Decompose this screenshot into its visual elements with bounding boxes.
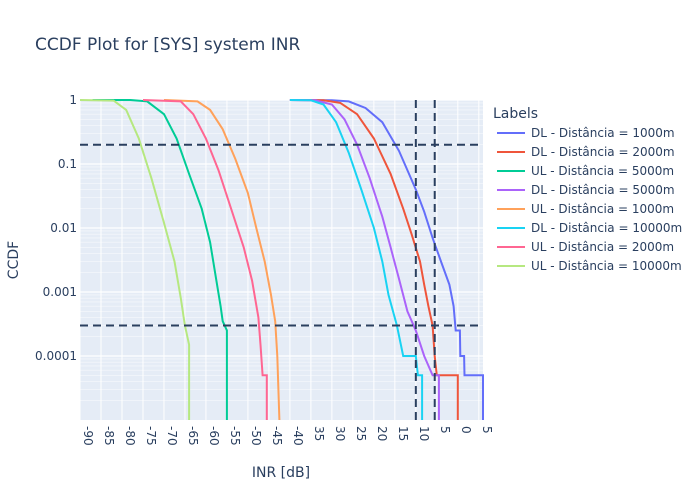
y-tick-label: 0.0001 <box>35 349 77 363</box>
x-tick-label: -55 <box>228 426 242 446</box>
x-tick-label: 0 <box>459 426 473 434</box>
x-tick-label: 25 <box>354 426 368 441</box>
legend-item-label[interactable]: DL - Distância = 1000m <box>531 126 675 140</box>
x-tick-label: -50 <box>249 426 263 446</box>
legend-item-label[interactable]: DL - Distância = 5000m <box>531 183 675 197</box>
series-line-6 <box>289 99 424 420</box>
x-tick-label: -75 <box>144 426 158 446</box>
legend-item-label[interactable]: DL - Distância = 10000m <box>531 221 682 235</box>
reference-lines <box>80 100 483 420</box>
series-line-1 <box>289 99 484 420</box>
y-axis-title: CCDF <box>6 241 22 279</box>
series-line-8 <box>79 99 191 420</box>
x-tick-label: -80 <box>123 426 137 446</box>
x-tick-label: -45 <box>270 426 284 446</box>
x-tick-label: 10 <box>417 426 431 441</box>
x-tick-label: 5 <box>438 426 452 434</box>
x-tick-label: -60 <box>207 426 221 446</box>
x-tick-label: -70 <box>165 426 179 446</box>
series-lines <box>79 99 484 421</box>
legend-title: Labels <box>493 106 538 122</box>
y-tick-label: 1 <box>69 93 77 107</box>
series-line-3 <box>92 99 228 420</box>
y-tick-label: 0.001 <box>43 285 77 299</box>
y-axis-ticks: 1 0.1 0.01 0.001 0.0001 <box>35 93 77 363</box>
legend-item-label[interactable]: UL - Distância = 10000m <box>531 259 682 273</box>
legend-item-label[interactable]: UL - Distância = 2000m <box>531 240 674 254</box>
legend-item-label[interactable]: UL - Distância = 5000m <box>531 164 674 178</box>
plot-background <box>80 100 483 420</box>
legend-item-label[interactable]: UL - Distância = 1000m <box>531 202 674 216</box>
x-axis-ticks: -90 -85 -80 -75 -70 -65 -60 -55 -50 -45 -40 35 30 25 2… <box>81 426 494 446</box>
x-tick-label: 5 <box>480 426 494 434</box>
x-tick-label: -90 <box>81 426 95 446</box>
y-tick-label: 0.01 <box>50 221 77 235</box>
series-line-5 <box>163 99 281 421</box>
y-tick-label: 0.1 <box>58 157 77 171</box>
x-tick-label: 30 <box>333 426 347 441</box>
legend[interactable]: DL - Distância = 1000m DL - Distância = 2… <box>497 126 682 273</box>
x-tick-label: -85 <box>102 426 116 446</box>
x-axis-title: INR [dB] <box>252 465 310 481</box>
series-line-7 <box>142 99 268 420</box>
x-tick-label: -40 <box>291 426 305 446</box>
legend-item-label[interactable]: DL - Distância = 2000m <box>531 145 675 159</box>
series-line-4 <box>289 99 440 420</box>
x-tick-label: 35 <box>312 426 326 441</box>
chart-title: CCDF Plot for [SYS] system INR <box>35 35 300 55</box>
x-tick-label: 15 <box>396 426 410 441</box>
x-tick-label: 20 <box>375 426 389 441</box>
x-tick-label: -65 <box>186 426 200 446</box>
